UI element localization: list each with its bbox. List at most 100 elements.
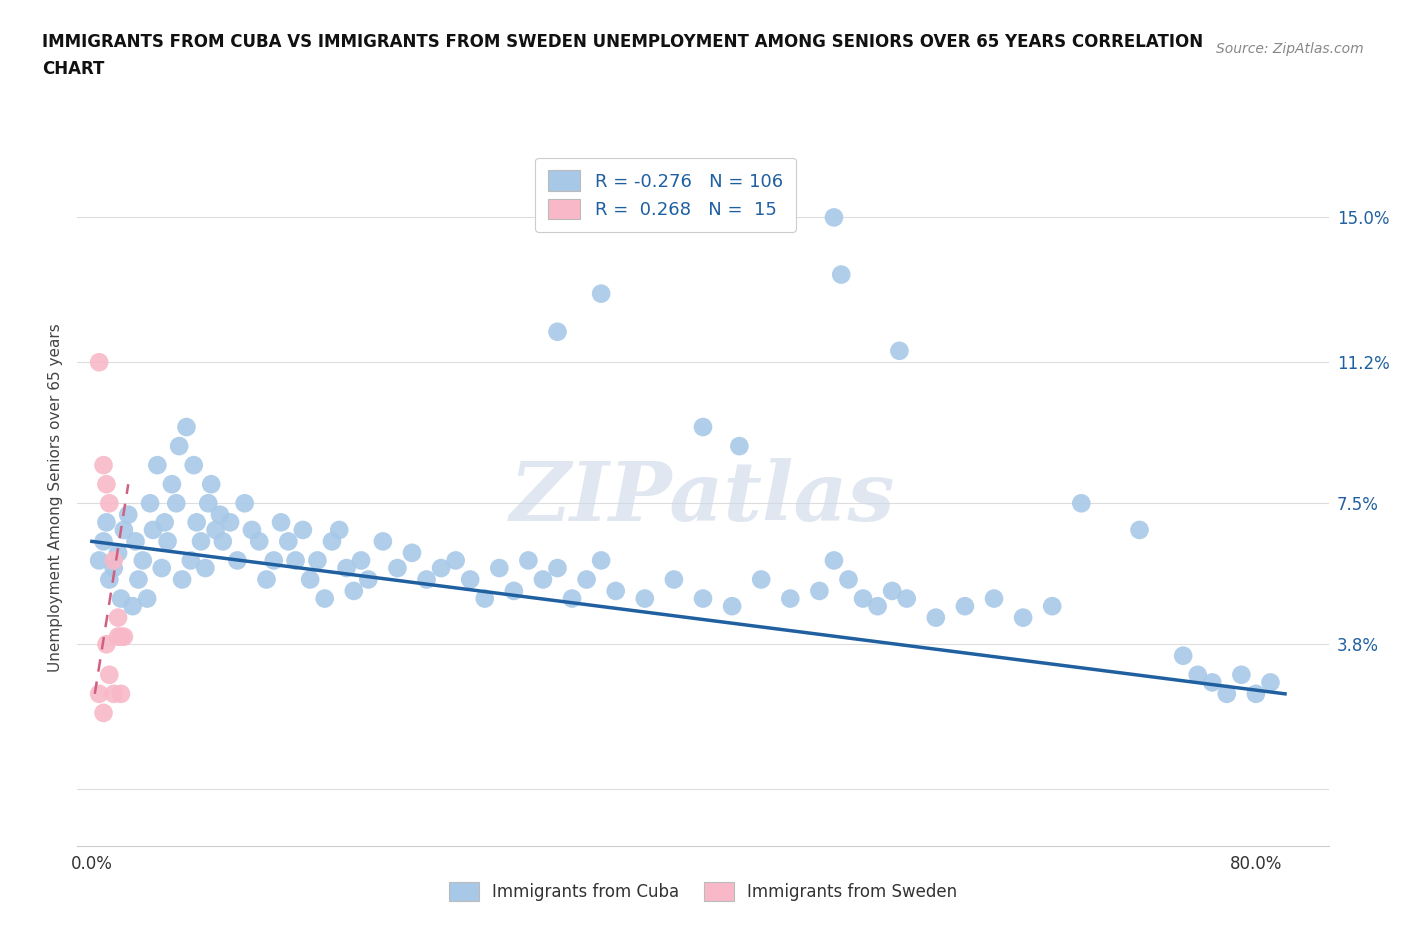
Point [387,561,409,576]
Point [103,686,125,701]
Point [837,572,859,587]
Point [634,591,657,606]
Point [103,561,125,576]
Point [107,545,129,560]
Point [89,553,111,568]
Point [186,515,208,530]
Point [89,355,111,370]
Point [165,496,187,511]
Point [925,610,948,625]
Point [153,515,176,530]
Text: ZIPatlas: ZIPatlas [510,458,896,538]
Point [343,583,366,598]
Point [299,572,322,587]
Point [350,553,373,568]
Point [240,523,263,538]
Point [139,496,162,511]
Point [98,668,121,683]
Point [1070,496,1092,511]
Point [208,507,231,522]
Point [953,599,976,614]
Point [721,599,744,614]
Point [93,534,115,549]
Point [430,561,453,576]
Point [502,583,524,598]
Point [112,630,135,644]
Point [307,553,329,568]
Point [200,477,222,492]
Point [263,553,285,568]
Point [591,286,613,301]
Point [561,591,583,606]
Point [110,630,132,644]
Point [1216,686,1239,701]
Point [190,534,212,549]
Point [93,458,115,472]
Point [371,534,394,549]
Point [1201,675,1223,690]
Point [277,534,299,549]
Point [896,591,918,606]
Point [314,591,336,606]
Point [176,419,198,434]
Point [458,572,481,587]
Point [728,439,751,454]
Text: Source: ZipAtlas.com: Source: ZipAtlas.com [1216,42,1364,56]
Point [96,637,118,652]
Point [1244,686,1267,701]
Point [180,553,202,568]
Point [517,553,540,568]
Point [1040,599,1063,614]
Point [779,591,801,606]
Point [112,523,135,538]
Point [1230,668,1253,683]
Point [226,553,249,568]
Point [89,686,111,701]
Point [692,591,714,606]
Legend: Immigrants from Cuba, Immigrants from Sweden: Immigrants from Cuba, Immigrants from Sw… [441,875,965,908]
Point [96,477,118,492]
Point [605,583,627,598]
Point [156,534,179,549]
Point [219,515,242,530]
Point [103,553,125,568]
Point [852,591,875,606]
Text: CHART: CHART [42,60,104,78]
Point [194,561,217,576]
Y-axis label: Unemployment Among Seniors over 65 years: Unemployment Among Seniors over 65 years [48,324,63,672]
Point [823,210,845,225]
Point [328,523,350,538]
Point [183,458,205,472]
Point [132,553,155,568]
Point [136,591,159,606]
Point [531,572,554,587]
Point [1187,668,1209,683]
Point [233,496,256,511]
Point [121,599,143,614]
Point [547,325,569,339]
Point [93,706,115,721]
Point [1128,523,1150,538]
Point [444,553,467,568]
Point [247,534,270,549]
Point [98,572,121,587]
Point [401,545,423,560]
Point [204,523,226,538]
Point [1260,675,1282,690]
Point [474,591,496,606]
Point [291,523,314,538]
Point [749,572,772,587]
Point [830,267,852,282]
Point [142,523,165,538]
Point [591,553,613,568]
Point [575,572,598,587]
Point [335,561,357,576]
Point [110,686,132,701]
Point [284,553,307,568]
Point [357,572,380,587]
Point [256,572,278,587]
Point [107,610,129,625]
Point [110,591,132,606]
Point [117,507,139,522]
Point [146,458,169,472]
